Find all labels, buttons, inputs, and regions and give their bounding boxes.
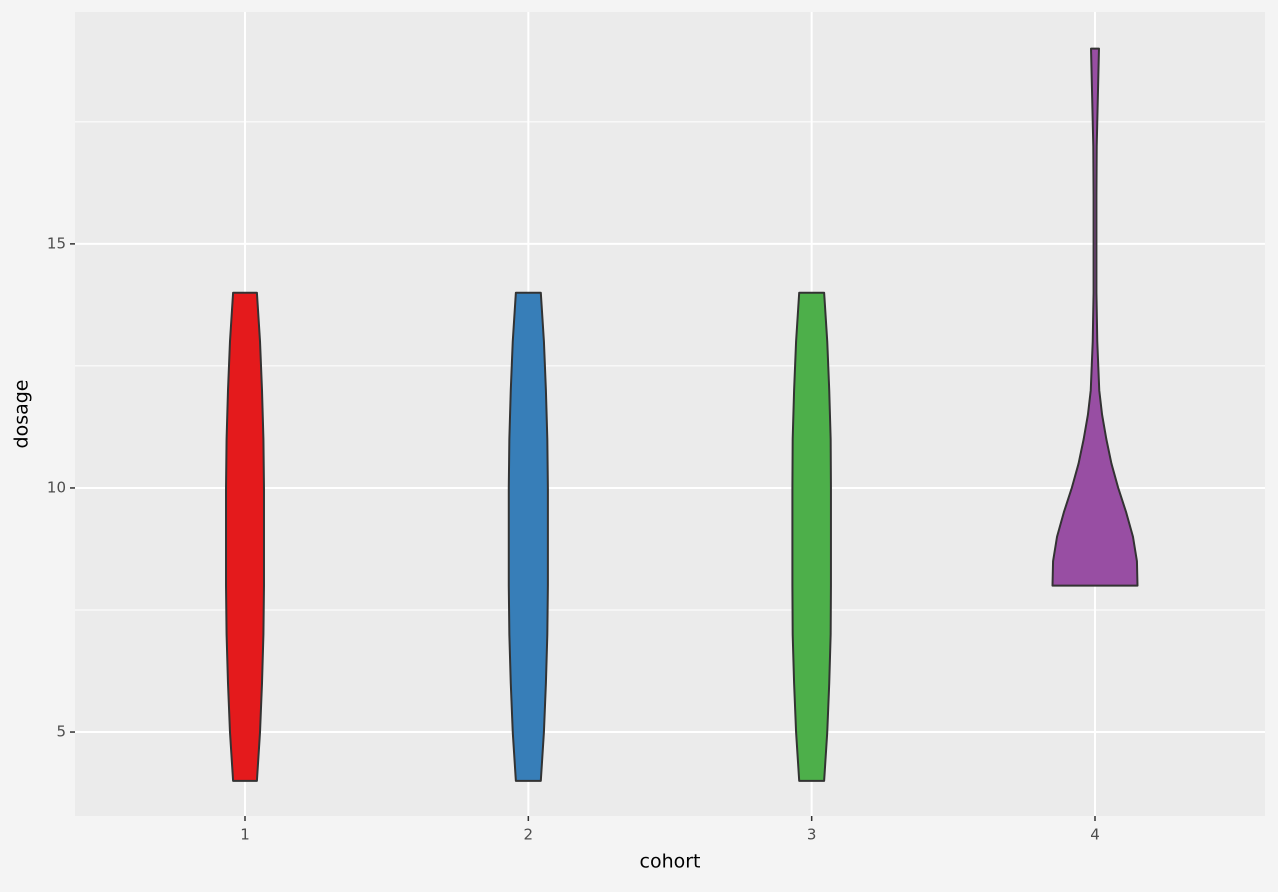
panel [75,12,1265,816]
violin [225,291,265,782]
x-tick-label: 3 [807,826,817,844]
y-tick-label: 10 [47,478,66,496]
y-axis-title: dosage [11,380,33,449]
violin [507,291,549,782]
x-tick-label: 1 [240,826,250,844]
y-tick-label: 15 [47,234,66,252]
x-tick-label: 2 [524,826,534,844]
x-tick-label: 4 [1090,826,1100,844]
violin [1051,47,1139,587]
marks [225,47,1139,782]
x-axis-title: cohort [640,851,701,873]
violin [791,291,832,782]
y-tick-label: 5 [56,723,66,741]
